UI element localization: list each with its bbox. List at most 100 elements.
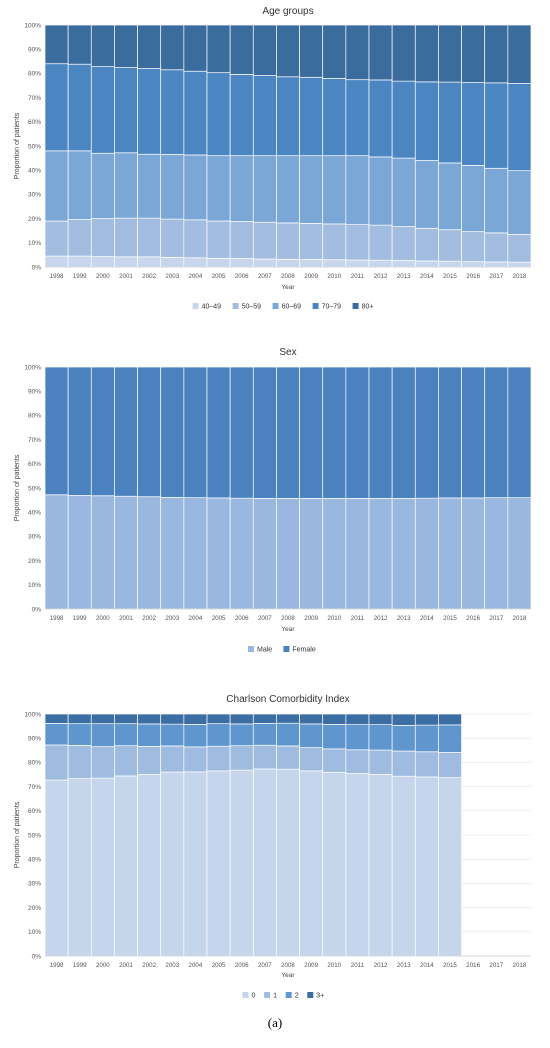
x-tick-label: 2004 — [189, 273, 203, 280]
bar-segment — [206, 713, 231, 725]
bar-segment — [461, 24, 486, 83]
bar-segment — [183, 154, 208, 221]
bar-segment — [276, 24, 300, 78]
bar-segment — [44, 366, 69, 496]
bar-segment — [137, 24, 162, 69]
bar-segment — [484, 232, 509, 263]
x-tick-label: 2011 — [351, 615, 365, 622]
bar-segment — [414, 160, 439, 229]
bar-segment — [44, 255, 69, 268]
y-tick-label: 10% — [28, 929, 41, 936]
bar-segment — [114, 775, 138, 957]
bar-segment — [391, 713, 416, 726]
y-axis-label: Proportion of patients — [14, 801, 21, 868]
bar-segment — [137, 153, 162, 219]
bar-segment — [299, 76, 324, 157]
y-tick-label: 50% — [28, 485, 41, 492]
chart-3: Charlson Comorbidity Index 0% 10% 20% 30% 40%… — [14, 694, 531, 1000]
legend-label: 80+ — [362, 304, 374, 311]
bar-segment — [206, 497, 231, 610]
bar-segment — [67, 745, 92, 779]
bar-segment — [345, 24, 370, 81]
bar-segment — [114, 256, 138, 268]
bar-segment — [229, 366, 254, 499]
bar-segment — [507, 366, 532, 499]
bar-segment — [345, 366, 370, 499]
bar-segment — [252, 75, 277, 157]
bar-segment — [368, 24, 393, 81]
bar-segment — [114, 366, 138, 497]
bar-segment — [461, 231, 486, 263]
y-tick-label: 70% — [28, 437, 41, 444]
bar-segment — [438, 81, 462, 164]
bar-segment — [438, 777, 462, 957]
x-tick-label: 2000 — [96, 615, 110, 622]
x-tick-label: 2008 — [281, 962, 295, 969]
legend-label: 2 — [295, 993, 299, 1000]
bar-segment — [67, 713, 92, 725]
bar-segment — [90, 218, 115, 257]
bar-segment — [368, 156, 393, 226]
bar-segment — [206, 155, 231, 222]
bar-segment — [299, 713, 324, 725]
bar-segment — [345, 773, 370, 957]
bar-segment — [183, 713, 208, 725]
bar-segment — [137, 217, 162, 258]
bar-segment — [345, 724, 370, 751]
bar-segment — [114, 217, 138, 258]
legend-swatch — [352, 303, 359, 309]
bar-segment — [229, 24, 254, 75]
y-tick-label: 40% — [28, 857, 41, 864]
bar-segment — [299, 366, 324, 499]
bar-segment — [345, 713, 370, 725]
bar-segment — [67, 219, 92, 257]
bar-segment — [391, 366, 416, 499]
bar-segment — [345, 259, 370, 268]
bar-segment — [252, 713, 277, 724]
bar-segment — [438, 724, 462, 753]
x-tick-label: 2014 — [420, 273, 434, 280]
bar-segment — [252, 24, 277, 76]
bar-segment — [160, 69, 185, 155]
bar-segment — [299, 223, 324, 260]
x-tick-label: 2007 — [258, 962, 272, 969]
bar-segment — [391, 260, 416, 268]
x-tick-label: 2006 — [235, 615, 249, 622]
bar-segment — [114, 152, 138, 219]
bar-segment — [137, 366, 162, 498]
bar-segment — [414, 724, 439, 753]
bar-segment — [44, 150, 69, 222]
y-tick-label: 30% — [28, 534, 41, 541]
bar-segment — [114, 67, 138, 154]
x-tick-label: 2005 — [212, 273, 226, 280]
bar-segment — [137, 774, 162, 957]
bar-segment — [461, 261, 486, 268]
bar-segment — [160, 745, 185, 773]
bar-segment — [137, 713, 162, 725]
x-tick-label: 1998 — [50, 273, 64, 280]
bar-segment — [461, 165, 486, 233]
bar-segment — [252, 768, 277, 957]
legend-swatch — [248, 646, 254, 652]
y-tick-label: 20% — [28, 558, 41, 565]
bar-segment — [137, 68, 162, 155]
legend-label: 60–69 — [282, 304, 302, 311]
bar-segment — [276, 76, 300, 157]
bar-segment — [67, 255, 92, 268]
bar-segment — [160, 713, 185, 725]
bar-segment — [114, 745, 138, 777]
bar-segment — [438, 497, 462, 610]
bar-segment — [229, 769, 254, 957]
x-tick-label: 2000 — [96, 273, 110, 280]
y-tick-label: 60% — [28, 119, 41, 126]
bar-segment — [90, 256, 115, 268]
bar-segment — [414, 81, 439, 161]
bar-segment — [276, 155, 300, 224]
x-tick-label: 2001 — [119, 615, 133, 622]
bar-segment — [322, 259, 347, 268]
bar-segment — [438, 366, 462, 499]
y-axis-label: Proportion of patients — [14, 454, 21, 521]
y-tick-label: 60% — [28, 808, 41, 815]
bar-segment — [160, 154, 185, 220]
